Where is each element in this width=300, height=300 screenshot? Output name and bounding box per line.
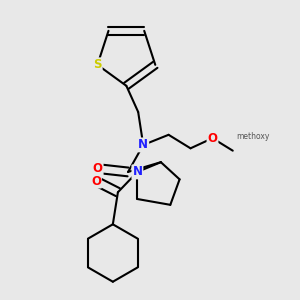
Text: O: O bbox=[91, 175, 101, 188]
Text: N: N bbox=[138, 138, 148, 152]
Text: S: S bbox=[93, 58, 102, 71]
Text: O: O bbox=[93, 162, 103, 175]
Text: O: O bbox=[208, 132, 218, 145]
Text: methoxy: methoxy bbox=[236, 132, 269, 141]
Text: N: N bbox=[132, 165, 142, 178]
